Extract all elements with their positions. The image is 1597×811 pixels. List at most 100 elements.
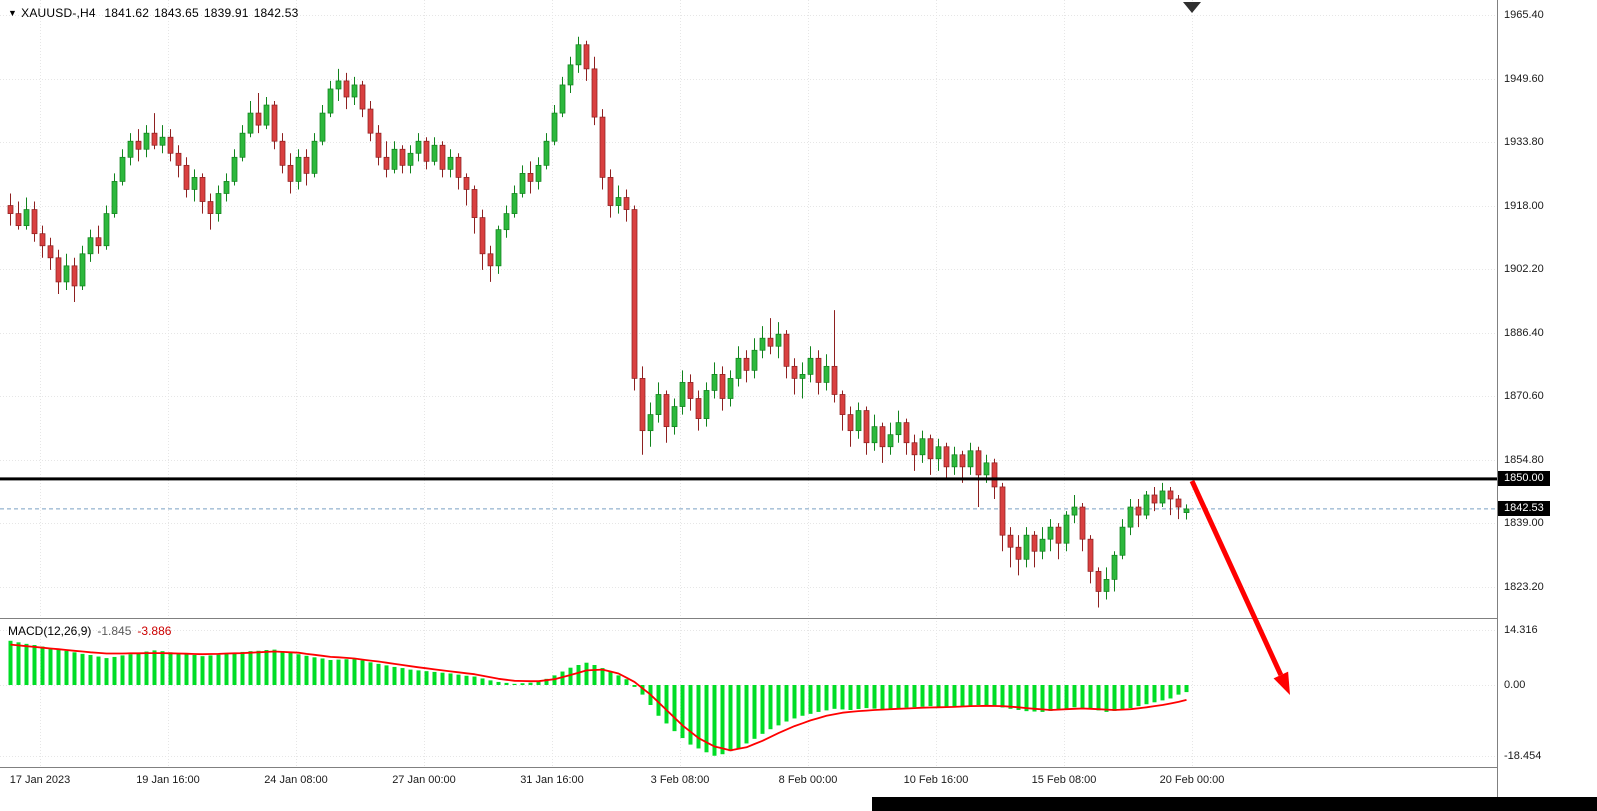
candle bbox=[791, 365, 798, 379]
price-axis-label: 1949.60 bbox=[1504, 72, 1544, 85]
macd-bar bbox=[376, 663, 381, 685]
candle bbox=[415, 140, 422, 154]
candle bbox=[1135, 506, 1142, 516]
time-axis-label: 10 Feb 16:00 bbox=[903, 774, 969, 786]
macd-bar bbox=[528, 682, 533, 685]
candle bbox=[335, 80, 342, 90]
price-axis[interactable]: 1965.40 1949.60 1933.80 1918.00 1902.20 1886.… bbox=[1497, 0, 1597, 811]
macd-bar bbox=[848, 685, 853, 710]
macd-bar bbox=[136, 653, 141, 685]
macd-bar bbox=[48, 648, 53, 685]
collapse-triangle-icon[interactable]: ▼ bbox=[8, 8, 18, 18]
candle bbox=[943, 446, 950, 468]
macd-bar bbox=[768, 685, 773, 730]
hline-price-tag: 1850.00 bbox=[1498, 471, 1550, 487]
candle bbox=[831, 365, 838, 395]
time-axis[interactable]: 17 Jan 2023 19 Jan 16:00 24 Jan 08:00 27 Ja… bbox=[0, 768, 1497, 796]
candle bbox=[15, 213, 22, 227]
macd-main-value: -1.845 bbox=[97, 624, 132, 638]
candle bbox=[1095, 570, 1102, 592]
macd-bar bbox=[328, 660, 333, 685]
macd-bar bbox=[208, 655, 213, 685]
candle bbox=[423, 140, 430, 162]
ohlc-open: 1841.62 bbox=[104, 6, 150, 20]
macd-bar bbox=[712, 685, 717, 756]
macd-bar bbox=[1056, 685, 1061, 710]
candle bbox=[1111, 554, 1118, 580]
macd-bar bbox=[744, 685, 749, 744]
candle bbox=[551, 112, 558, 142]
macd-bar bbox=[1008, 685, 1013, 709]
macd-bar bbox=[104, 658, 109, 685]
candle bbox=[567, 64, 574, 86]
macd-bar bbox=[856, 685, 861, 710]
candle bbox=[271, 104, 278, 142]
macd-bar bbox=[1136, 685, 1141, 707]
macd-bar bbox=[1024, 685, 1029, 712]
macd-bar bbox=[1096, 685, 1101, 711]
candle bbox=[487, 253, 494, 267]
candle bbox=[151, 132, 158, 146]
macd-bar bbox=[512, 683, 517, 685]
candle bbox=[447, 156, 454, 170]
symbol-ohlc-header: ▼ XAUUSD-,H4 1841.62 1843.65 1839.91 1842.53 bbox=[8, 6, 303, 20]
chart-canvas[interactable] bbox=[0, 0, 1497, 796]
current-price-tag: 1842.53 bbox=[1498, 501, 1550, 517]
candle bbox=[1079, 506, 1086, 540]
ohlc-close: 1842.53 bbox=[253, 6, 299, 20]
candle bbox=[63, 265, 70, 283]
time-axis-label: 31 Jan 16:00 bbox=[520, 774, 584, 786]
macd-bar bbox=[936, 685, 941, 707]
candle bbox=[351, 84, 358, 98]
macd-bar bbox=[728, 685, 733, 752]
macd-bar bbox=[776, 685, 781, 726]
macd-bar bbox=[1032, 685, 1037, 712]
candle bbox=[1103, 579, 1110, 592]
candle bbox=[543, 140, 550, 166]
price-axis-label: 1823.20 bbox=[1504, 580, 1544, 593]
candle bbox=[319, 112, 326, 142]
candle bbox=[71, 265, 78, 287]
macd-bar bbox=[600, 668, 605, 685]
macd-bar bbox=[480, 678, 485, 685]
horizontal-line-1850[interactable] bbox=[0, 477, 1497, 481]
candle bbox=[207, 201, 214, 214]
candle bbox=[671, 406, 678, 428]
macd-bar bbox=[1080, 685, 1085, 709]
candle bbox=[1127, 506, 1134, 528]
macd-bar bbox=[1168, 685, 1173, 699]
price-axis-label: 1886.40 bbox=[1504, 326, 1544, 339]
candle bbox=[31, 209, 38, 235]
macd-bar bbox=[552, 675, 557, 685]
candle bbox=[975, 450, 982, 476]
time-axis-label: 15 Feb 08:00 bbox=[1031, 774, 1097, 786]
macd-bar bbox=[872, 685, 877, 709]
macd-bar bbox=[360, 660, 365, 685]
candle bbox=[175, 152, 182, 166]
macd-axis-label: 0.00 bbox=[1504, 679, 1526, 691]
chart-shift-marker-icon[interactable] bbox=[1183, 2, 1201, 13]
macd-bar bbox=[440, 672, 445, 685]
candle bbox=[983, 462, 990, 476]
candle bbox=[455, 156, 462, 178]
candle bbox=[711, 374, 718, 391]
macd-bar bbox=[1152, 685, 1157, 703]
macd-bar bbox=[72, 652, 77, 685]
candles-series bbox=[7, 36, 1190, 608]
trend-arrow[interactable] bbox=[1189, 479, 1290, 695]
candle bbox=[823, 365, 830, 383]
price-axis-label: 1902.20 bbox=[1504, 263, 1544, 276]
macd-bar bbox=[632, 685, 637, 687]
macd-bar bbox=[688, 685, 693, 745]
macd-bar bbox=[128, 654, 133, 685]
candle bbox=[1071, 506, 1078, 516]
candle bbox=[967, 450, 974, 468]
macd-signal-value: -3.886 bbox=[137, 624, 172, 638]
candle bbox=[727, 378, 734, 399]
candle bbox=[383, 156, 390, 170]
candle bbox=[295, 156, 302, 182]
macd-bar bbox=[272, 649, 277, 685]
candle bbox=[375, 132, 382, 158]
macd-bar bbox=[704, 685, 709, 753]
